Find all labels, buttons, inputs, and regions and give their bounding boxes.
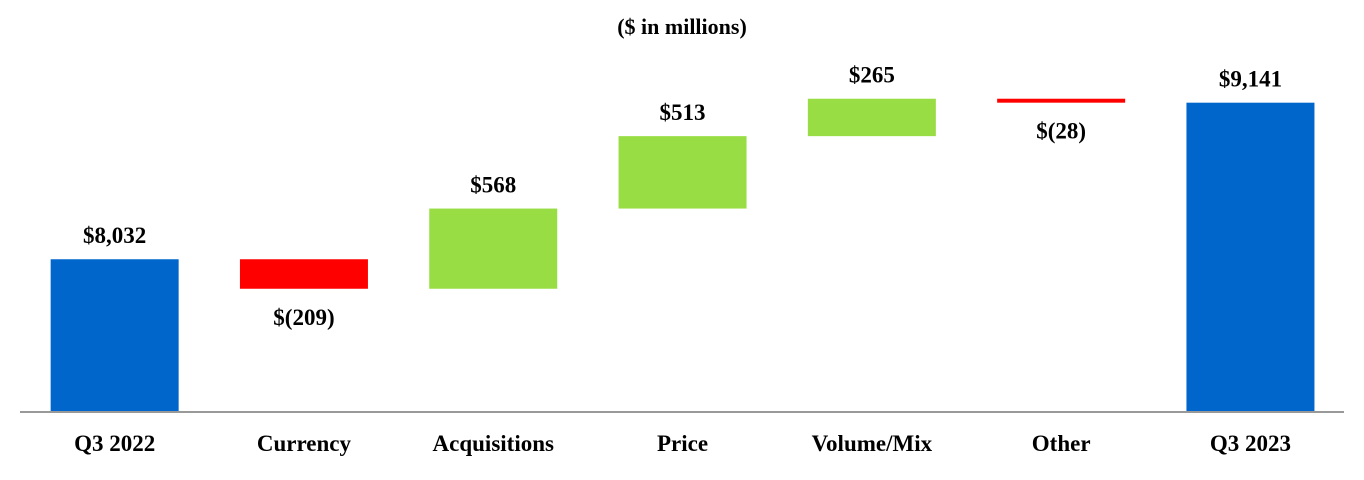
data-label: $9,141 xyxy=(1219,67,1282,92)
bar-currency xyxy=(239,259,368,289)
data-label: $(28) xyxy=(1036,119,1086,144)
category-label: Q3 2023 xyxy=(1210,431,1291,456)
bar-price xyxy=(618,136,747,209)
category-label: Other xyxy=(1032,431,1091,456)
category-label: Currency xyxy=(257,431,352,456)
data-label: $(209) xyxy=(273,305,334,330)
bar-volume-mix xyxy=(807,98,936,137)
bar-q3-2022 xyxy=(50,259,179,412)
bar-q3-2023 xyxy=(1186,102,1315,413)
data-label: $8,032 xyxy=(83,223,146,248)
bar-other xyxy=(997,98,1126,103)
category-label: Acquisitions xyxy=(433,431,554,456)
chart-title: ($ in millions) xyxy=(617,14,747,39)
bar-acquisitions xyxy=(429,208,558,289)
category-label: Volume/Mix xyxy=(812,431,933,456)
data-label: $265 xyxy=(849,63,895,88)
data-label: $568 xyxy=(470,173,516,198)
category-label: Q3 2022 xyxy=(74,431,155,456)
category-label: Price xyxy=(657,431,708,456)
data-label: $513 xyxy=(660,100,706,125)
